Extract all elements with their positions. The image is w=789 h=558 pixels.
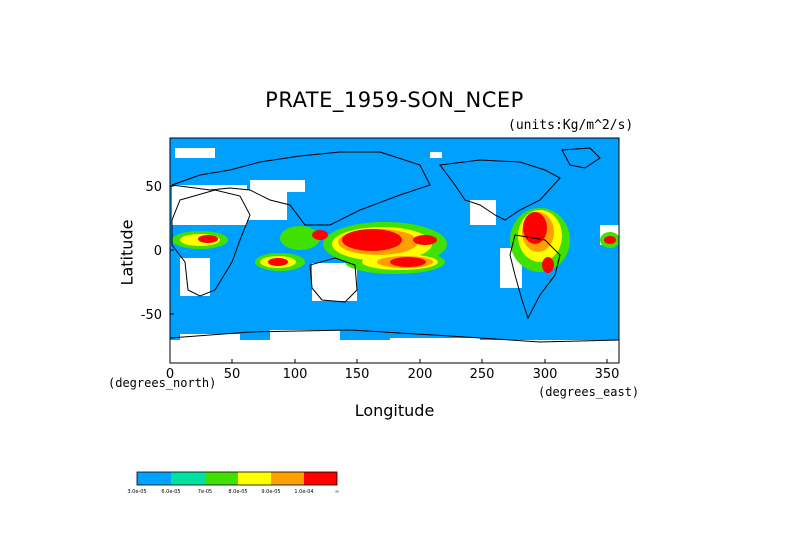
caribbean-red: [523, 212, 547, 244]
indian-ocean-red: [268, 258, 288, 266]
coast-antarctica: [170, 329, 619, 343]
colorbar-swatch: [238, 472, 271, 485]
x-axis-label: Longitude: [0, 401, 789, 420]
x-axis-sublabel: (degrees_east): [538, 385, 640, 399]
southern-africa-missing: [180, 258, 210, 296]
y-axis-sublabel: (degrees_north): [108, 376, 217, 390]
antarctica-patch-c: [390, 338, 480, 344]
colorbar-label: 8.0e-05: [228, 489, 247, 495]
x-tick-label: 300: [533, 367, 558, 382]
antarctica-missing: [170, 340, 619, 363]
sahara-missing: [172, 185, 247, 225]
west-pacific-red: [342, 229, 402, 251]
colorbar-label: 6.0e-05: [161, 489, 180, 495]
colorbar-swatch: [271, 472, 304, 485]
africa-red: [198, 235, 218, 243]
arctic-patch-b: [430, 152, 442, 158]
maritime-continent-red: [312, 230, 328, 240]
y-tick-label: -50: [141, 308, 162, 323]
arctic-patch-a: [175, 148, 215, 158]
colorbar-label: 3.0e-05: [127, 489, 146, 495]
colorbar-swatch: [304, 472, 337, 485]
colorbar-label: 9.0e-05: [261, 489, 280, 495]
x-tick-labels: 0 50 100 150 200 250 300 350: [166, 367, 620, 382]
antarctica-patch-b: [270, 330, 340, 340]
x-tick-label: 100: [283, 367, 308, 382]
colorbar-labels: 3.0e-05 6.0e-05 7e-05 8.0e-05 9.0e-05 1.…: [127, 489, 339, 495]
x-axis-label-text: Longitude: [354, 401, 435, 420]
x-tick-label: 150: [345, 367, 370, 382]
colorbar: [136, 471, 338, 486]
middle-east-missing: [250, 180, 305, 192]
x-tick-label: 350: [595, 367, 620, 382]
bay-of-bengal-green: [280, 226, 320, 250]
precip-field: [170, 147, 619, 363]
antarctica-patch-a: [180, 334, 240, 342]
colorbar-label: 1.0e-04: [294, 489, 313, 495]
x-tick-label: 0: [166, 367, 174, 382]
x-tick-label: 50: [224, 367, 241, 382]
colorbar-swatch: [205, 472, 238, 485]
precip-red: [198, 212, 616, 273]
atlantic-red: [604, 236, 616, 244]
y-tick-label: 50: [145, 180, 162, 195]
coast-eurasia: [171, 151, 431, 226]
coast-africa: [171, 189, 251, 297]
colorbar-label: ∞: [335, 489, 339, 495]
coast-north-america: [439, 159, 561, 221]
coast-australia: [309, 257, 358, 303]
colorbar-swatch: [137, 472, 171, 485]
units-label: (units:Kg/m^2/s): [508, 118, 634, 133]
itcz-red: [390, 257, 426, 267]
y-tick-labels: 50 0 -50: [141, 180, 162, 323]
coast-greenland: [561, 147, 601, 169]
colorbar-frame: [136, 471, 338, 486]
x-tick-label: 200: [408, 367, 433, 382]
x-ticks: [169, 359, 608, 363]
south-america-red: [542, 257, 554, 273]
arabia-missing: [247, 190, 287, 220]
map-title: PRATE_1959-SON_NCEP: [265, 88, 524, 112]
y-tick-label: 0: [154, 244, 162, 259]
australia-missing: [312, 263, 357, 301]
coast-south-america: [509, 234, 561, 320]
colorbar-swatch: [171, 472, 205, 485]
central-pacific-red: [413, 235, 437, 245]
y-ticks: [170, 185, 174, 315]
x-tick-label: 250: [470, 367, 495, 382]
coastlines: [170, 147, 619, 343]
colorbar-label: 7e-05: [198, 489, 212, 495]
